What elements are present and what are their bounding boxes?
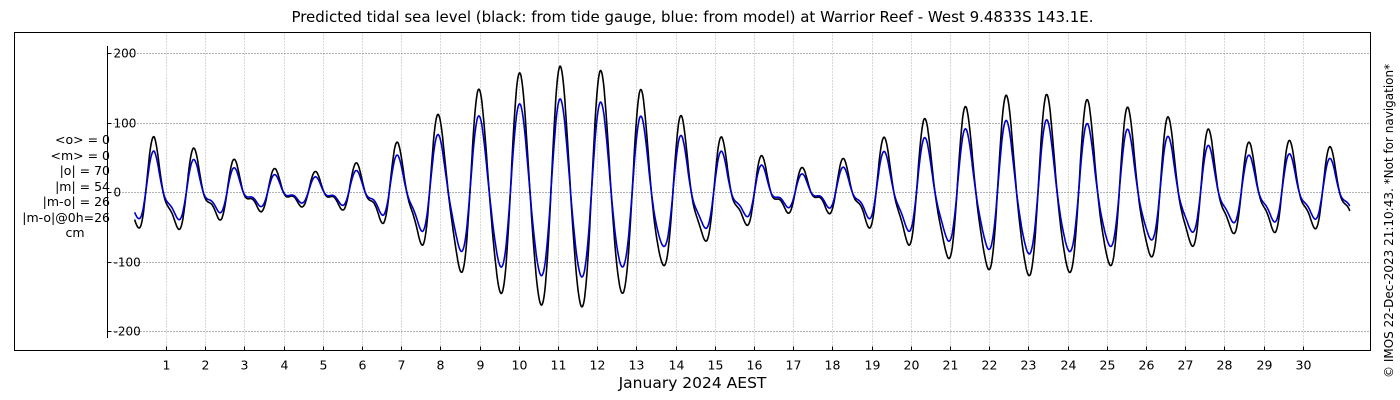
x-tick-label: 16 (747, 358, 763, 373)
series-lines (133, 65, 1351, 308)
x-tick-label: 14 (669, 358, 685, 373)
x-tick-label: 8 (437, 358, 445, 373)
x-tick-label: 15 (708, 358, 724, 373)
x-axis-label: January 2024 AEST (618, 374, 767, 392)
stat-abs-model: |m| = 54 (55, 178, 110, 194)
y-tick-label: 0 (114, 186, 122, 200)
x-tick-label: 29 (1257, 358, 1273, 373)
chart-title: Predicted tidal sea level (black: from t… (291, 8, 1094, 26)
stat-abs-diff: |m-o| = 26 (42, 194, 110, 209)
stat-unit: cm (65, 225, 85, 240)
statistics-panel: <o> = 0 <m> = 0 |o| = 70 |m| = 54 |m-o| … (10, 132, 110, 241)
x-tick-label: 30 (1296, 358, 1312, 373)
y-tick-label: 200 (114, 47, 137, 61)
grid-lines (107, 32, 1371, 351)
x-tick-label: 20 (904, 358, 920, 373)
y-tick-label: -200 (114, 325, 141, 339)
copyright-note: © IMOS 22-Dec-2023 21:10:43. *Not for na… (1382, 63, 1396, 378)
stat-abs-diff-0h: |m-o|@0h=26 (22, 209, 110, 225)
x-tick-label: 21 (943, 358, 959, 373)
x-tick-label: 24 (1061, 358, 1077, 373)
x-tick-label: 11 (551, 358, 567, 373)
x-tick-label: 22 (982, 358, 998, 373)
y-tick-label: -100 (114, 256, 141, 270)
x-tick-label: 17 (786, 358, 802, 373)
plot-frame (14, 32, 1371, 351)
stat-mean-obs: <o> = 0 (55, 132, 110, 147)
x-tick-label: 7 (398, 358, 406, 373)
x-tick-label: 13 (629, 358, 645, 373)
x-tick-label: 5 (320, 358, 328, 373)
x-tick-label: 27 (1178, 358, 1194, 373)
x-tick-label: 2 (202, 358, 210, 373)
x-tick-label: 6 (359, 358, 367, 373)
x-tick-label: 4 (281, 358, 289, 373)
x-tick-label: 9 (477, 358, 485, 373)
model-line (133, 98, 1351, 278)
x-tick-label: 25 (1100, 358, 1116, 373)
axes: 1 2 3 4 5 6 7 8 9 10 11 12 13 14 15 16 17 18 19 20 21 22 23 24 2… (107, 46, 1312, 373)
stat-mean-model: <m> = 0 (50, 147, 111, 163)
x-tick-label: 1 (163, 358, 171, 373)
x-tick-label: 10 (512, 358, 528, 373)
x-tick-label: 19 (865, 358, 881, 373)
stat-abs-obs: |o| = 70 (59, 163, 110, 178)
tide-gauge-line (133, 65, 1351, 308)
x-tick-label: 23 (1021, 358, 1037, 373)
x-tick-label: 28 (1217, 358, 1233, 373)
x-tick-label: 26 (1139, 358, 1155, 373)
x-tick-label: 18 (825, 358, 841, 373)
y-tick-label: 100 (114, 117, 137, 131)
x-tick-label: 3 (241, 358, 249, 373)
x-tick-label: 12 (590, 358, 606, 373)
